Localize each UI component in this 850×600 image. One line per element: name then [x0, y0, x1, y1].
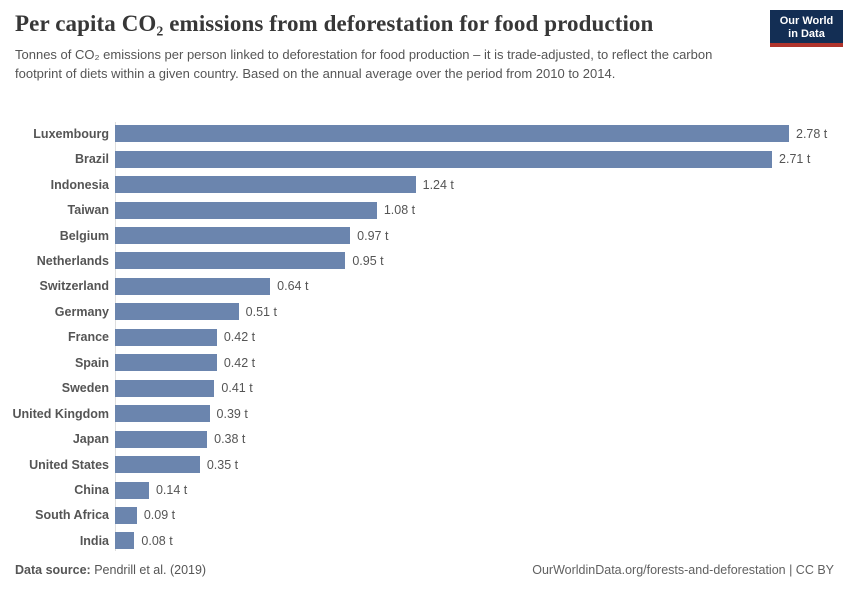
bar-track: 2.71 t: [115, 150, 850, 168]
country-label[interactable]: United States: [29, 457, 109, 472]
bar[interactable]: [115, 227, 351, 245]
bar[interactable]: [115, 328, 217, 346]
value-label: 0.97 t: [357, 228, 389, 243]
bar-track: 0.08 t: [115, 532, 850, 550]
country-label[interactable]: Netherlands: [36, 253, 109, 268]
bar[interactable]: [115, 456, 200, 474]
bar-row: China 0.14 t: [0, 477, 850, 502]
bar-row: United States 0.35 t: [0, 452, 850, 477]
bar-row: Taiwan 1.08 t: [0, 197, 850, 222]
bar[interactable]: [115, 506, 137, 524]
bar[interactable]: [115, 176, 416, 194]
owid-logo-line2: in Data: [788, 28, 825, 40]
country-label[interactable]: Indonesia: [50, 177, 109, 192]
bar[interactable]: [115, 277, 271, 295]
bar-row: Switzerland 0.64 t: [0, 274, 850, 299]
country-label[interactable]: Luxembourg: [33, 126, 109, 141]
bar-track: 0.42 t: [115, 354, 850, 372]
bar-chart: Luxembourg 2.78 t Brazil 2.71 t Indonesia 1.2…: [0, 121, 850, 555]
bar-track: 0.39 t: [115, 405, 850, 423]
chart-footer: Data source: Pendrill et al. (2019) OurW…: [15, 563, 834, 577]
data-source: Data source: Pendrill et al. (2019): [15, 563, 206, 577]
bar-row: France 0.42 t: [0, 325, 850, 350]
bar-row: Germany 0.51 t: [0, 299, 850, 324]
owid-logo[interactable]: Our World in Data: [770, 10, 843, 47]
bar-track: 0.38 t: [115, 430, 850, 448]
chart-subtitle: Tonnes of CO₂ emissions per person linke…: [15, 47, 713, 81]
value-label: 0.14 t: [155, 483, 188, 498]
page-title: Per capita CO₂ emissions from deforestat…: [15, 11, 654, 36]
bar-track: 0.41 t: [115, 379, 850, 397]
bar-row: Sweden 0.41 t: [0, 376, 850, 401]
bar-row: Luxembourg 2.78 t: [0, 121, 850, 146]
value-label: 0.09 t: [143, 508, 176, 523]
value-label: 0.41 t: [221, 381, 253, 396]
bar[interactable]: [115, 354, 217, 372]
value-label: 2.78 t: [796, 126, 828, 141]
bar-row: Belgium 0.97 t: [0, 223, 850, 248]
value-label: 0.64 t: [277, 279, 309, 294]
bar[interactable]: [115, 379, 215, 397]
bar-row: Indonesia 1.24 t: [0, 172, 850, 197]
bar-track: 0.14 t: [115, 481, 850, 499]
bar-track: 1.08 t: [115, 201, 850, 219]
bar[interactable]: [115, 150, 773, 168]
country-label[interactable]: India: [79, 533, 109, 548]
value-label: 0.39 t: [216, 406, 248, 421]
bar[interactable]: [115, 405, 210, 423]
country-label[interactable]: Japan: [72, 432, 109, 447]
data-source-value: Pendrill et al. (2019): [94, 563, 207, 577]
bar-track: 0.95 t: [115, 252, 850, 270]
value-label: 0.51 t: [245, 304, 277, 319]
owid-logo-line1: Our World: [779, 15, 834, 27]
value-label: 0.38 t: [214, 432, 246, 447]
country-label[interactable]: Sweden: [61, 381, 109, 396]
value-label: 0.08 t: [141, 533, 173, 548]
bar-track: 0.97 t: [115, 227, 850, 245]
bar-row: Brazil 2.71 t: [0, 146, 850, 171]
bar-row: Netherlands 0.95 t: [0, 248, 850, 273]
data-source-label: Data source:: [15, 563, 91, 577]
bar-track: 0.51 t: [115, 303, 850, 321]
bar-track: 2.78 t: [115, 125, 850, 143]
country-label[interactable]: South Africa: [35, 508, 109, 523]
value-label: 0.35 t: [206, 457, 239, 472]
bar[interactable]: [115, 481, 149, 499]
value-label: 1.08 t: [383, 203, 416, 218]
country-label[interactable]: Brazil: [74, 152, 109, 167]
value-label: 0.42 t: [223, 355, 256, 370]
bar[interactable]: [115, 125, 789, 143]
bar[interactable]: [115, 532, 135, 550]
bar-row: South Africa 0.09 t: [0, 503, 850, 528]
country-label[interactable]: Taiwan: [67, 203, 109, 218]
country-label[interactable]: Germany: [54, 304, 109, 319]
bar-row: Spain 0.42 t: [0, 350, 850, 375]
bar[interactable]: [115, 201, 377, 219]
country-label[interactable]: Belgium: [59, 228, 109, 243]
country-label[interactable]: Switzerland: [39, 279, 109, 294]
bar-row: India 0.08 t: [0, 528, 850, 553]
bar[interactable]: [115, 430, 208, 448]
country-label[interactable]: Spain: [74, 355, 109, 370]
bar-row: Japan 0.38 t: [0, 426, 850, 451]
bar[interactable]: [115, 252, 346, 270]
country-label[interactable]: United Kingdom: [12, 406, 109, 421]
bar-track: 0.35 t: [115, 456, 850, 474]
bar-track: 1.24 t: [115, 176, 850, 194]
bar-track: 0.42 t: [115, 328, 850, 346]
value-label: 0.42 t: [223, 330, 256, 345]
footer-credit-link[interactable]: OurWorldinData.org/forests-and-deforesta…: [532, 563, 834, 577]
bar-track: 0.09 t: [115, 506, 850, 524]
value-label: 2.71 t: [779, 152, 811, 167]
country-label[interactable]: China: [74, 483, 109, 498]
value-label: 1.24 t: [422, 177, 454, 192]
bar-track: 0.64 t: [115, 277, 850, 295]
value-label: 0.95 t: [352, 253, 384, 268]
bar-row: United Kingdom 0.39 t: [0, 401, 850, 426]
bar[interactable]: [115, 303, 239, 321]
country-label[interactable]: France: [68, 330, 109, 345]
